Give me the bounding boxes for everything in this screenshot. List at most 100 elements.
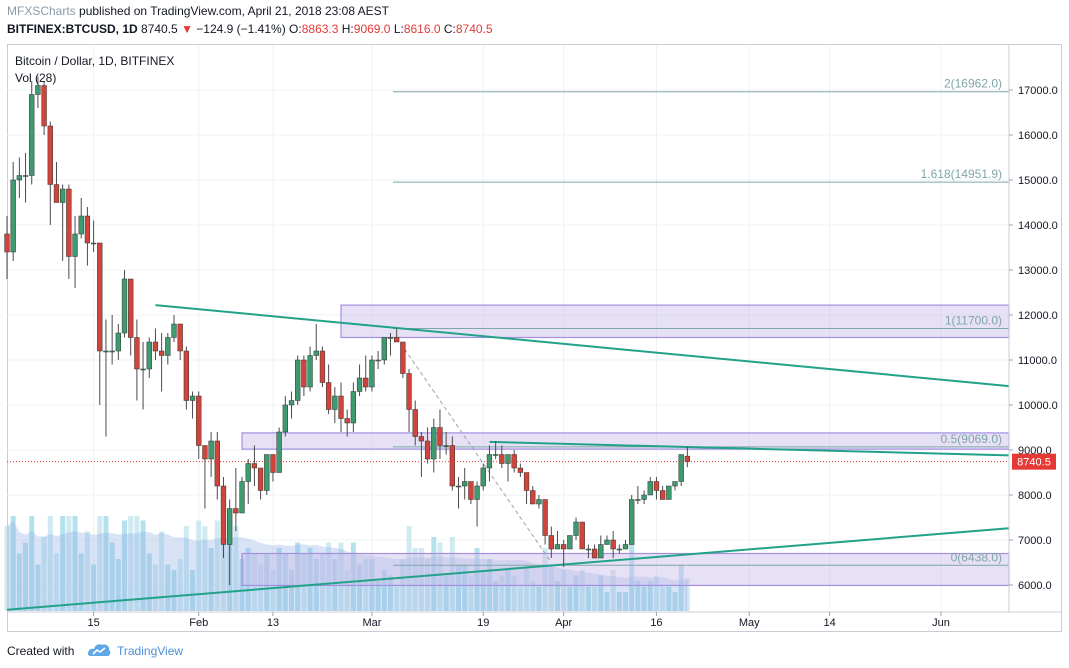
candle-body [72, 233, 78, 257]
tradingview-logo-icon[interactable] [86, 641, 112, 659]
volume-bar [567, 586, 573, 611]
time-axis: 15 Feb 13 Mar 19 Apr 16 May 14 Jun [7, 611, 1061, 629]
candle-body [363, 377, 369, 388]
candle-body [672, 481, 678, 487]
candle-body [449, 445, 455, 487]
volume-bar [462, 564, 468, 611]
volume-bar [474, 548, 480, 611]
volume-bar [16, 553, 22, 611]
candle-body [350, 391, 357, 424]
candle-body [90, 242, 97, 245]
volume-bar [208, 548, 214, 611]
candle-body [158, 350, 165, 356]
down-arrow-icon: ▼ [181, 22, 193, 36]
candle-body [165, 337, 171, 356]
author-name[interactable]: MFXSCharts [7, 4, 76, 18]
volume-bar [505, 570, 511, 611]
volume-bar [177, 559, 183, 611]
candle-body [622, 544, 629, 550]
candle-body [313, 350, 319, 356]
candles [4, 76, 691, 585]
candle-body [579, 521, 585, 550]
candle-body [455, 485, 462, 488]
volume-bar [678, 564, 684, 611]
candle-body [270, 454, 276, 473]
volume-bar [159, 531, 165, 611]
volume-bar [573, 575, 579, 611]
candle-body [47, 125, 53, 185]
time-tick-label: May [739, 617, 760, 629]
candle-body [109, 350, 115, 353]
volume-bar [326, 542, 332, 611]
candle-body [635, 499, 641, 501]
candle-body [239, 481, 245, 514]
candle-body [356, 377, 363, 392]
candle-body [319, 350, 326, 383]
candle-body [29, 94, 35, 176]
time-tick-label: Mar [362, 617, 381, 629]
time-tick-label: 16 [650, 617, 662, 629]
candle-body [152, 341, 159, 352]
candle-body [202, 445, 208, 460]
candle-body [171, 323, 177, 338]
time-tick-label: 13 [267, 617, 279, 629]
volume-bar [585, 586, 591, 611]
candle-body [84, 215, 91, 244]
created-with-label: Created with [7, 644, 75, 658]
volume-bar [561, 570, 567, 611]
volume-bar [635, 581, 641, 611]
volume-bar [264, 553, 270, 611]
candle-body [616, 548, 622, 551]
price-tick-label: 12000.0 [1018, 310, 1058, 322]
candle-body [561, 544, 567, 550]
volume-bar [517, 586, 523, 611]
tradingview-brand[interactable]: TradingView [117, 644, 184, 658]
volume-bar [375, 581, 381, 611]
candle-body [60, 188, 66, 203]
volume-bar [47, 516, 53, 611]
candle-body [387, 337, 394, 339]
candle-body [462, 481, 468, 487]
candle-body [16, 175, 23, 181]
candle-body [295, 359, 301, 401]
candle-body [542, 499, 548, 536]
volume-bar [412, 548, 418, 611]
volume-bar [610, 570, 616, 611]
ohlc-readout: BITFINEX:BTCUSD, 1D 8740.5 ▼ −124.9 (−1.… [7, 22, 493, 36]
candle-body [641, 494, 647, 500]
candle-body [492, 454, 499, 456]
candle-body [183, 350, 190, 401]
candle-body [499, 454, 505, 464]
volume-bar [183, 526, 189, 611]
chart-header: MFXSCharts published on TradingView.com,… [0, 0, 1069, 44]
trendline [489, 440, 1010, 457]
volume-bar [41, 537, 47, 611]
candle-body [344, 418, 350, 424]
low-value: 8616.0 [403, 22, 441, 36]
pane-title: Bitcoin / Dollar, 1D, BITFINEX [15, 54, 175, 68]
candle-body [121, 278, 128, 334]
close-label: C: [443, 22, 456, 36]
price-tick-label: 16000.0 [1018, 130, 1058, 142]
candle-body [468, 481, 474, 500]
volume-bar [115, 559, 121, 611]
volume-bar [319, 553, 325, 611]
volume-bar [437, 542, 443, 611]
candle-body [375, 359, 381, 362]
volume-bar [109, 542, 115, 611]
volume-bar [684, 578, 690, 611]
volume-bar [344, 570, 350, 611]
volume-bar [641, 586, 647, 611]
volume-bar [660, 586, 666, 611]
candle-body [103, 350, 109, 353]
volume-bar [258, 564, 264, 611]
volume-bar [103, 516, 109, 611]
volume-bar [128, 516, 134, 611]
candle-body [257, 467, 264, 491]
candle-body [406, 373, 412, 410]
candle-body [437, 427, 443, 446]
candle-body [653, 481, 660, 491]
candle-body [517, 467, 524, 473]
volume-indicator-label[interactable]: Vol (28) [15, 71, 57, 85]
